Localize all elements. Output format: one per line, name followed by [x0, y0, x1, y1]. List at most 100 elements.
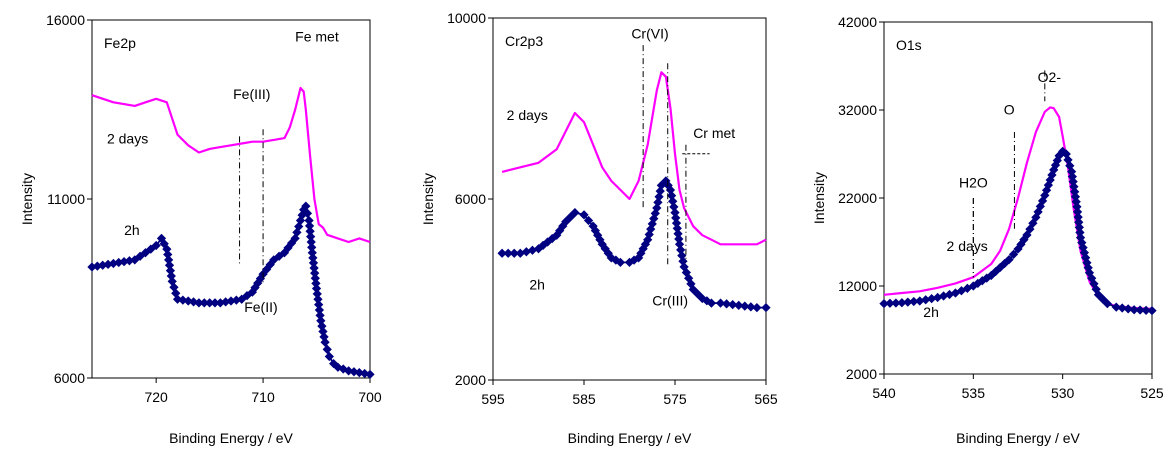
y-tick-label: 10000 [447, 10, 486, 26]
data-point [646, 224, 656, 234]
o1s-panel: 540 535 530 525 2000 12000 22000 32000 42000 Bind… [811, 14, 1164, 446]
data-point [570, 207, 580, 218]
data-point [1141, 305, 1151, 315]
y-tick-label: 32000 [838, 102, 877, 118]
data-point [171, 288, 181, 298]
data-point [603, 248, 613, 258]
data-point [1043, 180, 1053, 190]
data-point [1025, 224, 1035, 234]
data-point [1045, 175, 1055, 185]
y-tick-label: 2000 [846, 366, 877, 382]
panel-label: Fe2p [104, 35, 136, 51]
annotation-label: 2h [923, 304, 939, 320]
data-point [140, 248, 151, 258]
data-point [702, 296, 712, 306]
data-point [1058, 146, 1068, 156]
data-point [315, 310, 325, 320]
data-point [1008, 249, 1019, 259]
series-line-2days [501, 71, 767, 246]
data-point [1052, 155, 1062, 166]
annotation-label: Fe met [295, 28, 339, 44]
y-tick-label: 11000 [47, 191, 85, 207]
data-point [124, 256, 135, 266]
data-point [693, 289, 703, 299]
data-point [1071, 197, 1081, 207]
data-point [678, 256, 688, 266]
series-line-2days [91, 86, 371, 244]
data-point [1075, 227, 1085, 238]
y-tick-label: 12000 [838, 278, 877, 294]
data-point [547, 233, 557, 244]
data-point [891, 298, 901, 308]
x-tick-label: 710 [251, 389, 275, 405]
data-point [307, 242, 317, 252]
x-tick-label: 530 [1051, 385, 1075, 401]
annotation-label: Cr(III) [652, 292, 688, 308]
x-tick-label: 585 [572, 391, 596, 407]
y-axis-title: Intensity [420, 173, 436, 225]
data-point [1091, 284, 1101, 294]
data-point [654, 192, 664, 202]
data-point [982, 273, 992, 283]
annotation-label: 2 days [107, 131, 148, 147]
data-point [199, 298, 209, 308]
annotation-label: O2- [1038, 69, 1062, 85]
data-point [962, 283, 973, 293]
annotation-label: 2 days [507, 107, 548, 123]
data-point [583, 215, 594, 226]
data-point [509, 248, 519, 258]
x-tick-label: 540 [872, 385, 896, 401]
data-point [1098, 294, 1108, 304]
annotation-label: 2 days [947, 238, 988, 254]
data-point [188, 297, 199, 307]
x-tick-label: 575 [663, 391, 687, 407]
data-point [135, 251, 145, 261]
y-tick-label: 6000 [455, 191, 486, 207]
data-point [650, 208, 660, 218]
x-axis-title: Binding Energy / eV [169, 430, 293, 446]
data-point [302, 208, 313, 218]
data-point [1102, 298, 1112, 309]
data-point [497, 248, 507, 258]
data-point [294, 221, 304, 232]
data-point [265, 260, 275, 270]
data-point [159, 239, 169, 249]
data-point [688, 284, 698, 295]
data-point [1093, 290, 1104, 300]
y-tick-label: 22000 [838, 190, 877, 206]
x-axis-title: Binding Energy / eV [956, 430, 1080, 446]
data-point [669, 202, 679, 212]
y-axis-title: Intensity [811, 172, 827, 224]
data-point [1033, 207, 1043, 217]
annotation-label: Fe(III) [233, 86, 270, 102]
data-point [242, 291, 252, 301]
data-point [1028, 218, 1038, 228]
series-line-2h [883, 150, 1153, 312]
data-point [999, 258, 1010, 269]
annotation-label: O [1004, 101, 1015, 117]
data-point [503, 248, 513, 258]
annotation-label: 2h [529, 277, 545, 293]
data-point [311, 278, 321, 289]
data-point [740, 301, 750, 311]
data-point [178, 295, 188, 305]
data-point [1065, 161, 1075, 171]
data-point [761, 302, 771, 313]
x-tick-label: 700 [358, 389, 382, 405]
panel-label: O1s [896, 37, 922, 53]
data-point [715, 298, 726, 308]
fe2p-panel: 720 710 700 6000 11000 16000 Binding Energy / … [19, 12, 382, 446]
data-point [674, 234, 684, 244]
data-point [1117, 303, 1127, 313]
data-point [579, 210, 589, 220]
data-point [1135, 305, 1145, 315]
data-point [324, 351, 334, 362]
data-point [558, 221, 568, 231]
data-point [146, 244, 156, 254]
data-point [655, 186, 665, 196]
data-point [595, 235, 605, 245]
data-point [349, 367, 359, 377]
y-tick-label: 6000 [54, 370, 85, 386]
data-point [697, 293, 707, 304]
